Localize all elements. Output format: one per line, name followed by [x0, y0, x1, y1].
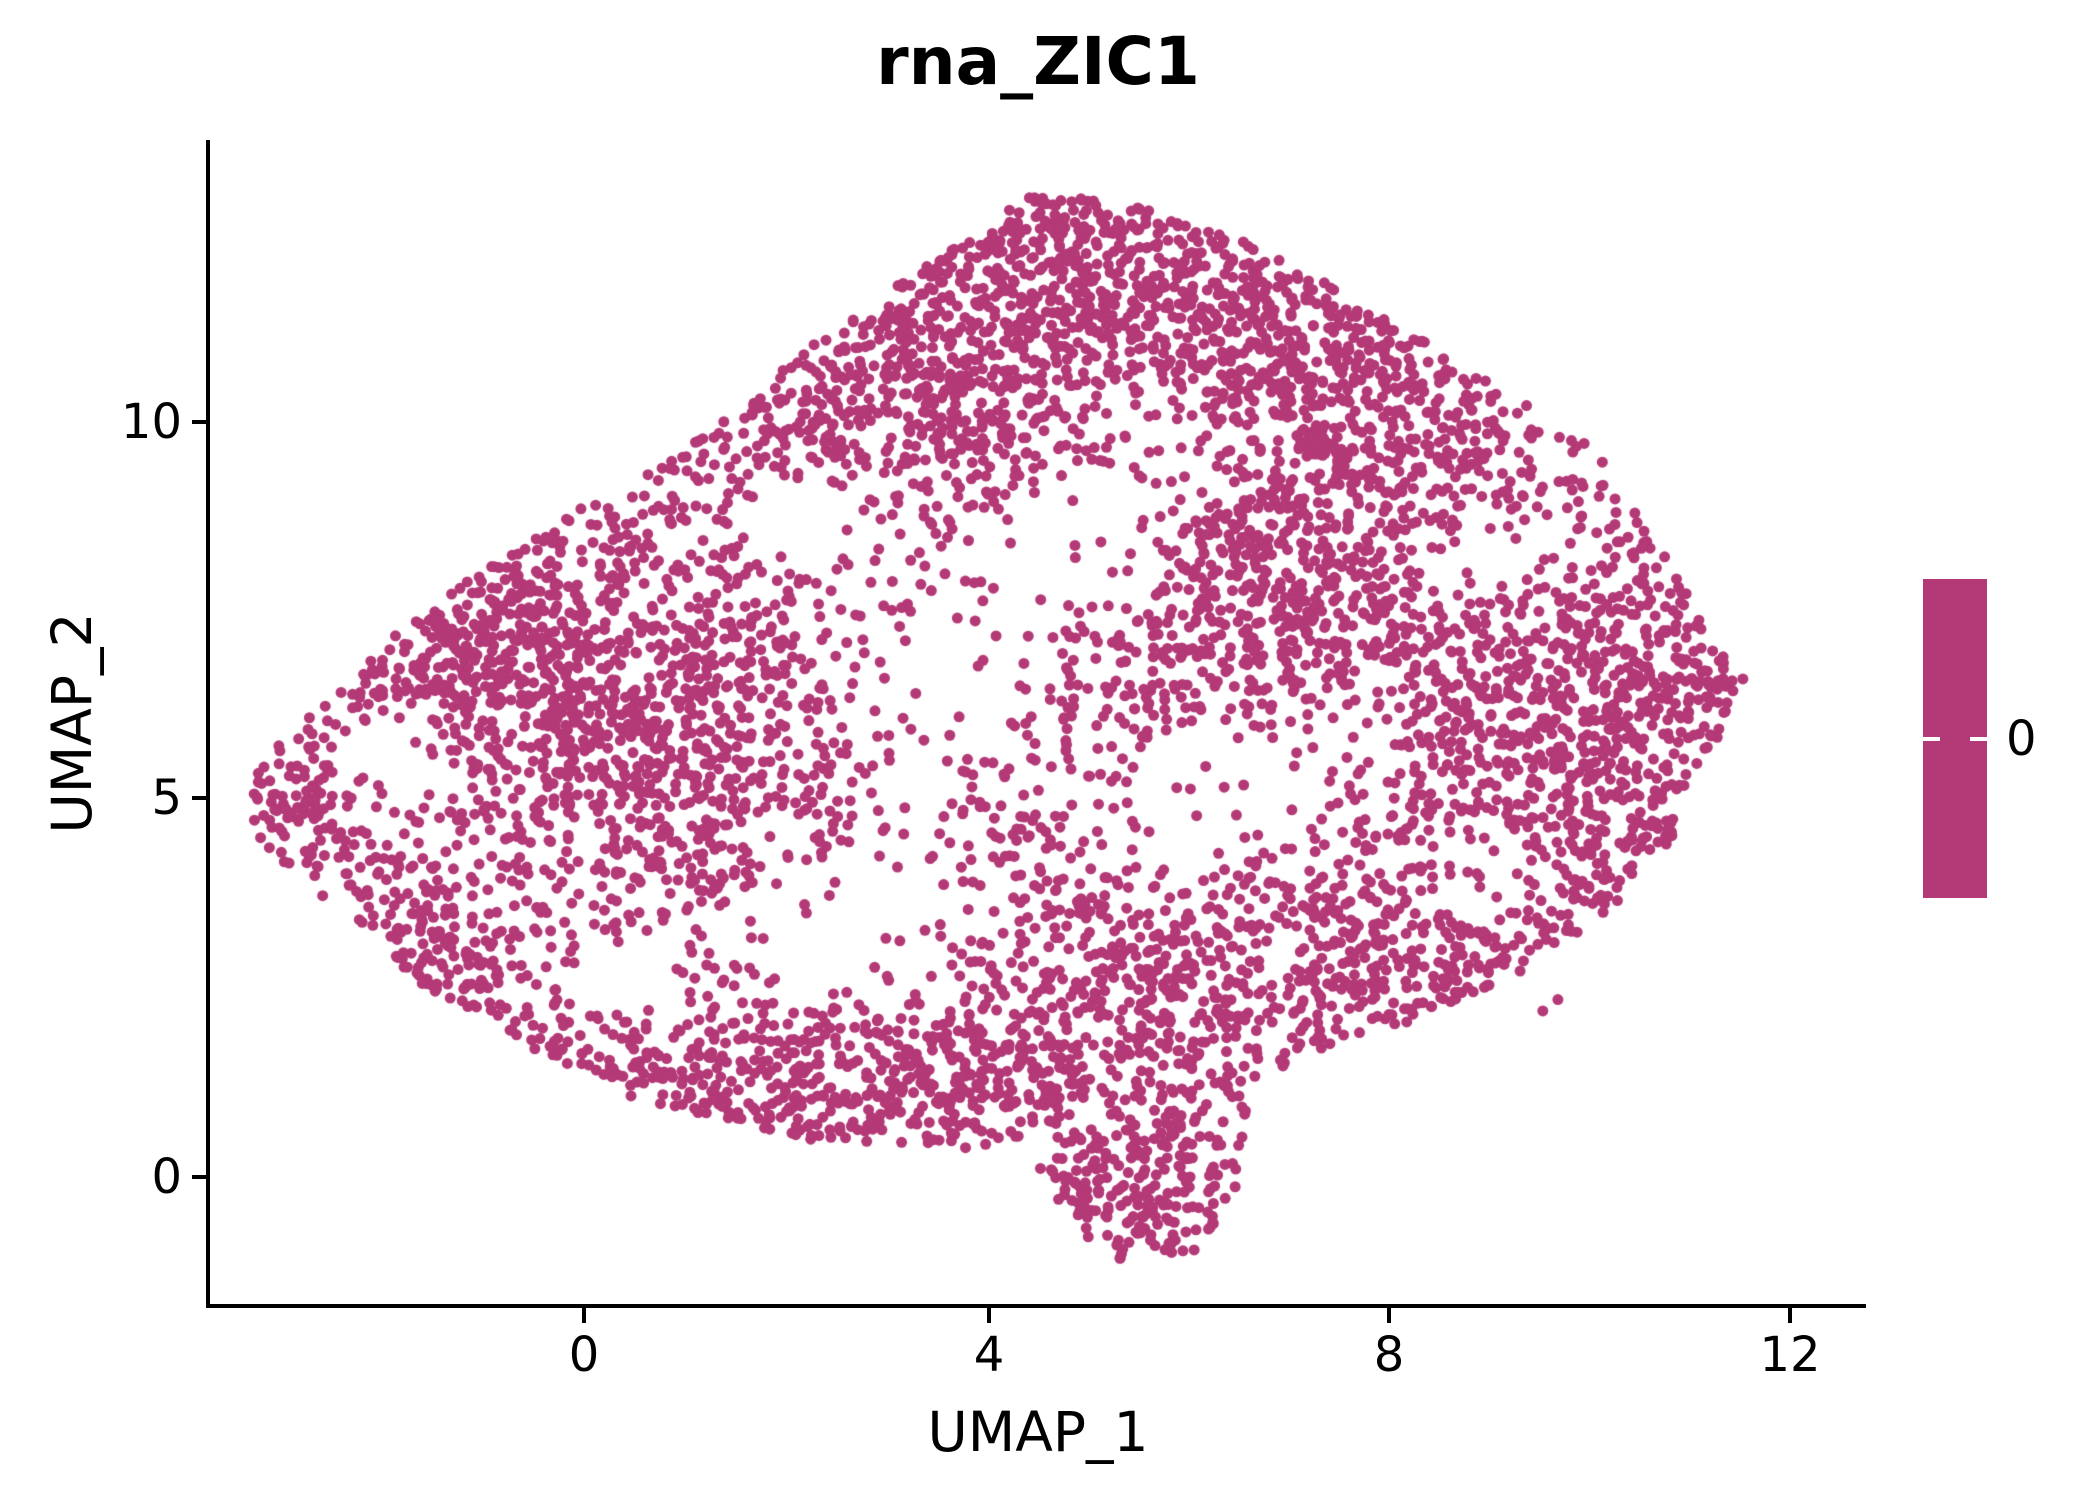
x-tick-label: 12: [1759, 1327, 1821, 1383]
y-tick-mark: [192, 796, 207, 800]
x-tick-mark: [987, 1308, 991, 1323]
scatter-points-canvas: [210, 140, 1866, 1308]
y-tick-label: 10: [120, 394, 182, 450]
x-tick-label: 0: [568, 1327, 600, 1383]
y-axis-title: UMAP_2: [40, 612, 104, 834]
colorbar-tick-left: [1923, 737, 1940, 741]
x-tick-label: 8: [1373, 1327, 1405, 1383]
x-axis-line: [206, 1304, 1866, 1308]
y-tick-mark: [192, 420, 207, 424]
y-tick-label: 5: [151, 770, 182, 826]
x-tick-mark: [1387, 1308, 1391, 1323]
x-tick-mark: [1788, 1308, 1792, 1323]
y-axis-line: [206, 140, 210, 1308]
plot-title: rna_ZIC1: [876, 23, 1200, 100]
y-tick-label: 0: [151, 1149, 182, 1205]
x-axis-title: UMAP_1: [927, 1400, 1149, 1464]
colorbar-tick-right: [1970, 737, 1987, 741]
x-tick-label: 4: [973, 1327, 1005, 1383]
colorbar-tick-label: 0: [2006, 711, 2037, 767]
x-tick-mark: [582, 1308, 586, 1323]
y-tick-mark: [192, 1175, 207, 1179]
